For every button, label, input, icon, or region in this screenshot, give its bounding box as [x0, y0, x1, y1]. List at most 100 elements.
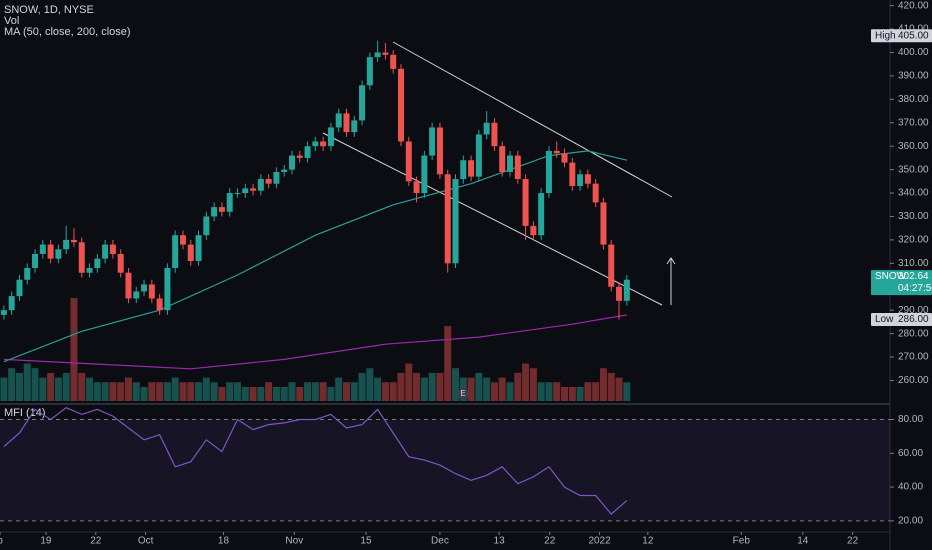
candle-body — [187, 244, 194, 261]
marker-box — [871, 29, 932, 43]
x-tick-label: 18 — [218, 536, 230, 547]
volume-bar — [319, 382, 327, 401]
candle-body — [343, 113, 350, 133]
volume-bar — [218, 386, 226, 401]
candle-body — [444, 174, 451, 264]
volume-bar — [187, 382, 195, 401]
mfi-tick-label: 60.00 — [898, 448, 923, 459]
candle-body — [78, 242, 85, 273]
volume-bar — [140, 386, 148, 401]
volume-bar — [553, 382, 561, 401]
volume-bar — [163, 382, 171, 401]
x-tick-label: 22 — [90, 536, 102, 547]
candle-body — [39, 244, 46, 254]
volume-bar — [54, 377, 62, 401]
volume-bar — [584, 382, 592, 401]
x-tick-label: Oct — [138, 536, 154, 547]
volume-bar — [389, 382, 397, 401]
candle-body — [47, 244, 54, 259]
volume-bar — [514, 372, 522, 401]
candle-body — [218, 207, 225, 212]
volume-bar — [8, 368, 16, 401]
volume-bar — [498, 377, 506, 401]
candle-body — [109, 244, 116, 254]
candle-body — [452, 178, 459, 264]
volume-bar — [39, 377, 47, 401]
volume-bar — [15, 372, 23, 401]
y-tick-label: 360.00 — [898, 141, 929, 152]
candle-body — [8, 296, 15, 311]
volume-bar — [420, 377, 428, 401]
candle-body — [382, 52, 389, 55]
candle-body — [351, 120, 358, 133]
ma-label: MA (50, close, 200, close) — [4, 26, 131, 38]
marker-countdown: 04:27:50 — [898, 283, 932, 294]
projection-arrowhead — [666, 257, 676, 265]
x-tick-label: 22 — [847, 536, 859, 547]
candle-body — [398, 68, 405, 142]
earnings-text: E — [460, 389, 465, 398]
earnings-icon: E — [457, 388, 469, 400]
y-tick-label: 380.00 — [898, 94, 929, 105]
candle-body — [545, 150, 552, 194]
marker-value: 286.00 — [898, 314, 929, 325]
volume-bar — [179, 382, 187, 401]
volume-bar — [171, 377, 179, 401]
candle-body — [514, 155, 521, 179]
candle-body — [460, 160, 467, 179]
candle-body — [553, 150, 560, 154]
candle-body — [133, 291, 140, 299]
candle-body — [265, 178, 272, 184]
candle-body — [242, 188, 249, 194]
volume-bar — [304, 382, 312, 401]
candle-body — [148, 284, 155, 299]
ma50-line — [3, 150, 627, 363]
candle-body — [623, 279, 630, 301]
candle-body — [141, 284, 148, 292]
candle-body — [125, 272, 132, 299]
volume-bar — [592, 382, 600, 401]
candle-body — [616, 286, 623, 301]
marker-label: High — [875, 30, 896, 41]
volume-bar — [195, 382, 203, 401]
candle-body — [179, 235, 186, 245]
candle-body — [390, 54, 397, 69]
volume-bar — [358, 372, 366, 401]
volume-bar — [444, 326, 452, 401]
y-tick-label: 390.00 — [898, 71, 929, 82]
candle-body — [600, 202, 607, 245]
volume-bar — [490, 382, 498, 401]
x-tick-label: 15 — [360, 536, 372, 547]
volume-bar — [452, 368, 460, 401]
volume-bar — [47, 372, 55, 401]
x-tick-label: 13 — [494, 536, 506, 547]
volume-bar — [413, 372, 421, 401]
marker-value: 302.64 — [898, 271, 929, 282]
volume-bar — [257, 386, 265, 401]
candle-body — [296, 155, 303, 158]
candle-body — [374, 52, 381, 58]
x-tick-label: 19 — [40, 536, 52, 547]
volume-bar — [522, 363, 530, 401]
candle-body — [483, 122, 490, 135]
volume-bar — [101, 382, 109, 401]
candle-body — [538, 193, 545, 236]
candle-body — [577, 174, 584, 187]
candle-body — [288, 155, 295, 170]
volume-bar — [93, 382, 101, 401]
volume-bar — [467, 377, 475, 401]
title: SNOW, 1D, NYSE — [4, 4, 94, 16]
candle-body — [32, 253, 39, 269]
y-tick-label: 370.00 — [898, 117, 929, 128]
marker-box — [871, 270, 932, 296]
volume-bar — [210, 382, 218, 401]
volume-bar — [374, 377, 382, 401]
volume-bar — [343, 382, 351, 401]
volume-bar — [0, 377, 8, 401]
candle-body — [304, 146, 311, 158]
volume-bar — [62, 372, 70, 401]
volume-bar — [233, 382, 241, 401]
marker-box — [871, 313, 932, 327]
